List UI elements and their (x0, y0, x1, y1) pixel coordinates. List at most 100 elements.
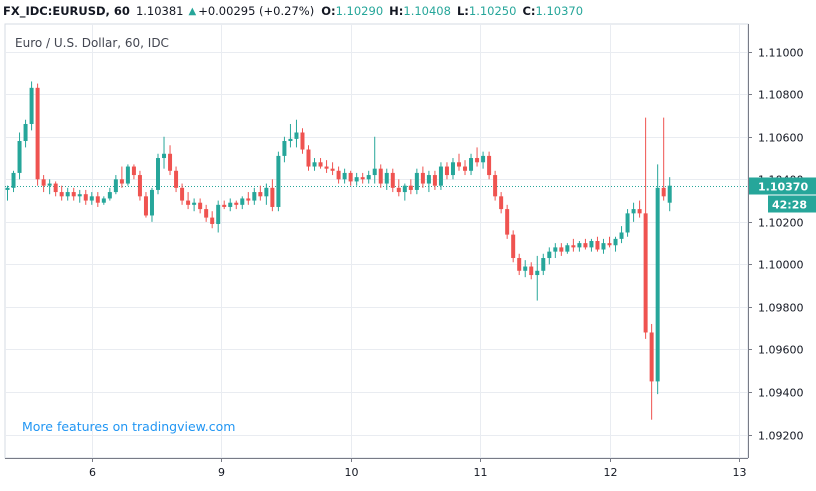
price-tag-box (749, 177, 816, 195)
candle-body (457, 162, 461, 167)
symbol-header: FX_IDC:EURUSD, 60 1.10381 ▲ +0.00295 (+0… (0, 0, 816, 22)
candle (47, 179, 52, 195)
candle (276, 151, 281, 212)
candle (469, 153, 474, 176)
candle (294, 119, 299, 148)
candle (366, 170, 371, 184)
candle-body (222, 204, 227, 207)
candle (378, 164, 383, 188)
candle-body (324, 166, 329, 169)
candle (71, 187, 76, 201)
countdown-box (768, 195, 816, 213)
candle-body (535, 270, 540, 276)
candle-body (426, 175, 431, 184)
candle (607, 236, 612, 248)
candle (541, 253, 546, 276)
candle-body (5, 187, 10, 190)
high-label: H: (389, 4, 404, 18)
candle-body (17, 141, 22, 173)
candle-body (438, 166, 443, 186)
candle (234, 200, 239, 210)
candle-body (306, 149, 311, 167)
candle-body (228, 202, 233, 207)
candle-body (547, 251, 552, 259)
candle (318, 158, 323, 169)
candle-body (553, 247, 558, 252)
candle-body (432, 175, 437, 186)
candles-layer (5, 81, 672, 420)
candle-body (216, 204, 221, 224)
candle-body (180, 187, 185, 201)
candle (282, 136, 287, 163)
candle-body (101, 198, 106, 203)
candle (5, 185, 10, 201)
candle-body (378, 168, 383, 184)
candle-body (463, 166, 468, 171)
candle (481, 151, 486, 169)
candle-body (625, 213, 630, 233)
candle-body (204, 209, 209, 218)
candle-body (571, 245, 576, 248)
candle-body (270, 187, 275, 207)
x-tick-label: 12 (604, 466, 618, 479)
candle (372, 136, 377, 184)
y-tick-label: 1.10000 (758, 259, 804, 272)
candle (59, 185, 64, 201)
candle-body (107, 192, 112, 199)
chart-grid (4, 23, 749, 459)
candle-body (595, 241, 600, 250)
candle-body (360, 177, 365, 180)
candle (420, 166, 425, 188)
candle (180, 183, 185, 205)
candle-body (276, 155, 281, 207)
y-tick-label: 1.09400 (758, 387, 804, 400)
countdown-value: 42:28 (772, 199, 807, 212)
candle (29, 81, 34, 131)
candle-body (420, 172, 425, 184)
candle-body (402, 185, 407, 193)
candle-body (505, 209, 510, 235)
candle-body (119, 179, 124, 184)
candle-body (59, 192, 64, 197)
candle (613, 236, 618, 252)
candle (107, 187, 112, 201)
candle-body (565, 245, 570, 252)
candle (168, 145, 173, 176)
candle-body (643, 213, 648, 333)
candle-body (264, 187, 269, 197)
y-tick-label: 1.09200 (758, 430, 804, 443)
candle-body (661, 187, 666, 197)
candle-body (240, 198, 245, 205)
candle (517, 253, 522, 276)
candle (523, 260, 528, 278)
price-change: +0.00295 (+0.27%) (198, 4, 315, 18)
candle-body (354, 177, 359, 182)
candle-body (372, 168, 377, 176)
candle-body (499, 196, 504, 210)
candle (619, 226, 624, 244)
candle-body (655, 187, 660, 382)
tradingview-promo-link[interactable]: More features on tradingview.com (22, 419, 236, 434)
candle (11, 170, 16, 193)
x-tick-label: 10 (345, 466, 359, 479)
candle-body (487, 155, 492, 176)
candle (384, 168, 389, 190)
candle (505, 204, 510, 239)
candle (23, 119, 28, 148)
candle (595, 236, 600, 252)
candle-body (89, 196, 94, 201)
candle-body (282, 141, 287, 156)
y-tick-label: 1.11000 (758, 47, 804, 60)
candle (637, 200, 642, 218)
candle (143, 192, 148, 218)
candle-body (29, 87, 34, 124)
y-tick-label: 1.10800 (758, 89, 804, 102)
candle (529, 262, 534, 280)
candle (228, 198, 233, 212)
candle-body (234, 202, 239, 205)
candle-body (318, 162, 323, 167)
candle-body (589, 241, 594, 248)
candle (270, 179, 275, 212)
candle-body (529, 266, 534, 276)
